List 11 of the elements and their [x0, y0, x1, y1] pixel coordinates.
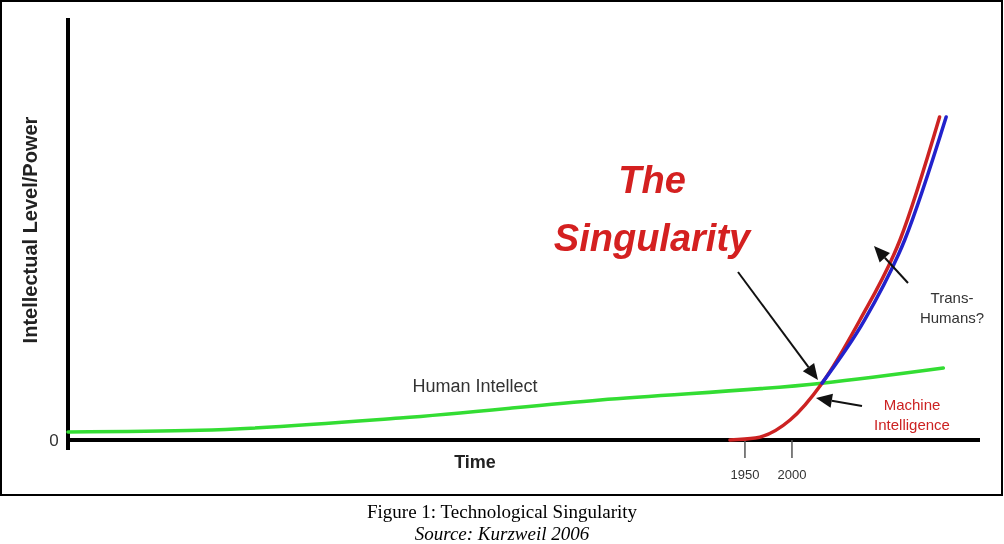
series-label: Human Intellect — [412, 376, 538, 396]
y-axis-title: Intellectual Level/Power — [19, 116, 41, 344]
x-tick-label: 1950 — [730, 467, 760, 482]
annotation: The Singularity — [553, 159, 753, 259]
x-tick-label: 2000 — [777, 467, 807, 482]
text: Trans-Humans? — [919, 289, 985, 326]
x-axis-title: Time — [454, 452, 496, 472]
text: Machine Intelligence — [874, 396, 950, 433]
text: 0 — [49, 431, 59, 450]
source-note: Source: Kurzweil 2006 — [414, 523, 590, 544]
caption: Figure 1: Technological Singularity — [366, 501, 638, 522]
